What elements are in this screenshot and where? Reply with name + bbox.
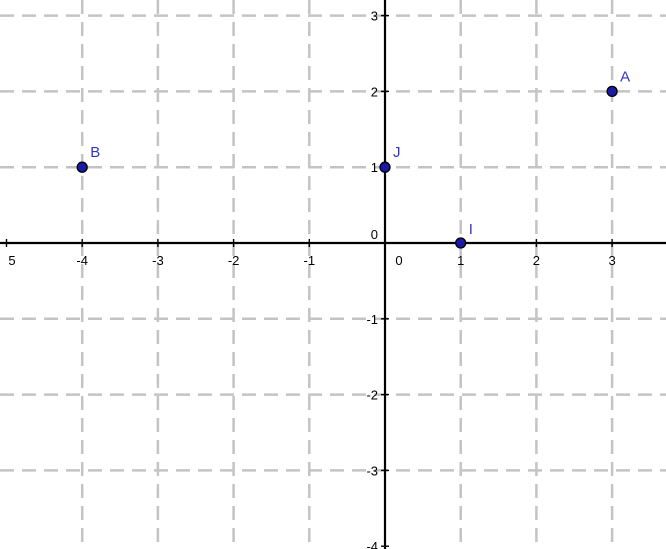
points: A B J I bbox=[76, 68, 630, 249]
point-b-marker bbox=[76, 161, 88, 173]
y-tick-label: -3 bbox=[366, 463, 378, 478]
y-tick-label: 1 bbox=[371, 160, 378, 175]
x-tick-label: -4 bbox=[76, 253, 88, 268]
point-b-label: B bbox=[90, 144, 100, 161]
tick-labels: 0 0 5 -4 -3 -2 -1 1 2 3 3 2 1 -1 -2 -3 -4 bbox=[8, 9, 615, 549]
point-j-marker bbox=[379, 161, 391, 173]
x-tick-label: -1 bbox=[304, 253, 316, 268]
point-j-label: J bbox=[393, 144, 401, 161]
x-tick-label: 3 bbox=[608, 253, 615, 268]
x-tick-label: 2 bbox=[533, 253, 540, 268]
y-tick-label: -4 bbox=[366, 539, 378, 549]
x-tick-label: 5 bbox=[8, 253, 15, 268]
y-tick-label: -1 bbox=[366, 312, 378, 327]
point-i-label: I bbox=[469, 221, 473, 238]
point-a-label: A bbox=[620, 68, 630, 85]
origin-x-label: 0 bbox=[395, 253, 402, 268]
x-tick-label: 1 bbox=[457, 253, 464, 268]
y-tick-label: 3 bbox=[371, 9, 378, 24]
y-tick-label: 2 bbox=[371, 84, 378, 99]
x-tick-label: -3 bbox=[152, 253, 164, 268]
point-i-marker bbox=[455, 237, 467, 249]
x-tick-label: -2 bbox=[228, 253, 240, 268]
point-a-marker bbox=[606, 85, 618, 98]
origin-y-label: 0 bbox=[371, 227, 378, 242]
y-tick-label: -2 bbox=[366, 388, 378, 403]
